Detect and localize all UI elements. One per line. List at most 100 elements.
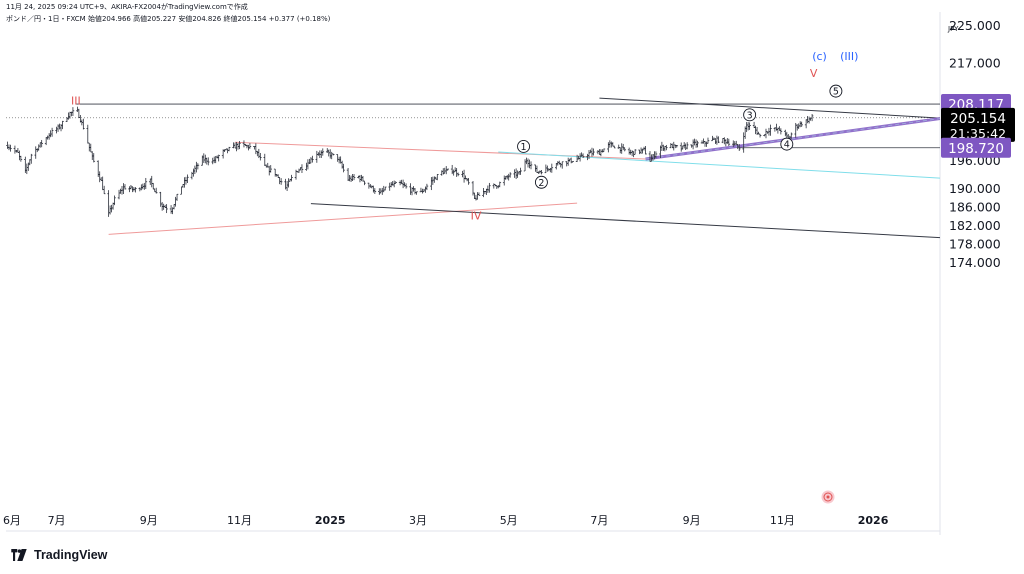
wave-label-circle bbox=[517, 139, 531, 153]
time-tick-label: 11月 bbox=[770, 514, 795, 527]
ohlc-bar bbox=[263, 153, 267, 166]
ohlc-bar bbox=[186, 174, 189, 184]
price-tag bbox=[941, 137, 1011, 158]
ohlc-bar bbox=[581, 153, 585, 158]
ohlc-bar bbox=[92, 153, 96, 163]
ohlc-bar bbox=[627, 147, 631, 155]
wave-label: (III) bbox=[840, 50, 858, 63]
ohlc-bar bbox=[358, 174, 362, 183]
ohlc-bar bbox=[599, 149, 603, 157]
ohlc-bar bbox=[134, 187, 137, 193]
ohlc-bar bbox=[648, 151, 652, 162]
ohlc-bar bbox=[508, 172, 512, 178]
ohlc-high-label: 高値 bbox=[133, 15, 148, 23]
ohlc-bar bbox=[392, 180, 396, 188]
ohlc-bar bbox=[373, 188, 377, 194]
ohlc-bar bbox=[452, 169, 455, 176]
ohlc-bar bbox=[217, 154, 220, 162]
ohlc-bar bbox=[159, 191, 162, 207]
ohlc-change: +0.377 (+0.18%) bbox=[268, 15, 331, 23]
time-tick-label: 9月 bbox=[683, 514, 701, 527]
ohlc-bar bbox=[7, 144, 11, 151]
ohlc-bar bbox=[300, 164, 304, 174]
ohlc-bar bbox=[607, 142, 610, 153]
time-tick-label: 3月 bbox=[409, 514, 427, 527]
ohlc-bar bbox=[378, 188, 381, 195]
time-tick-label: 11月 bbox=[227, 514, 252, 527]
ohlc-bar bbox=[195, 161, 198, 173]
ohlc-bar bbox=[233, 142, 237, 149]
wave-label: 2 bbox=[538, 178, 544, 189]
ohlc-bar bbox=[764, 128, 768, 139]
ohlc-bar bbox=[278, 177, 281, 185]
drawing-lines-layer bbox=[6, 97, 941, 239]
ohlc-bar bbox=[455, 168, 458, 177]
ohlc-bar bbox=[383, 186, 387, 191]
target-icon[interactable] bbox=[821, 490, 835, 504]
ohlc-bar bbox=[34, 146, 38, 159]
last-price-tag-label: 205.154 bbox=[950, 111, 1006, 127]
ohlc-bar bbox=[257, 148, 261, 159]
currency-label: JPY bbox=[947, 25, 959, 33]
ohlc-bar bbox=[424, 186, 427, 193]
ohlc-bar bbox=[540, 169, 543, 175]
ohlc-bar bbox=[415, 191, 418, 195]
ohlc-bar bbox=[311, 155, 314, 163]
ohlc-bar bbox=[513, 169, 516, 178]
ohlc-bar bbox=[174, 196, 177, 207]
ohlc-bar bbox=[443, 167, 447, 174]
ohlc-bar bbox=[117, 189, 121, 200]
ohlc-bar bbox=[670, 143, 674, 149]
ohlc-bar bbox=[488, 182, 491, 193]
ohlc-bar bbox=[153, 188, 157, 193]
ohlc-bar bbox=[685, 142, 689, 150]
time-tick-label: 7月 bbox=[590, 514, 608, 527]
tradingview-wordmark: TradingView bbox=[34, 548, 108, 562]
ohlc-bar bbox=[238, 140, 241, 150]
ohlc-bar bbox=[598, 149, 601, 155]
ohlc-bar bbox=[571, 160, 574, 163]
time-tick-label: 9月 bbox=[140, 514, 158, 527]
ohlc-bar bbox=[86, 124, 90, 144]
ohlc-bar bbox=[128, 186, 131, 193]
ohlc-bar bbox=[514, 168, 518, 180]
ohlc-bar bbox=[254, 143, 258, 155]
symbol-line: ポンド／円・1日・FXCM bbox=[6, 15, 86, 23]
ohlc-bar bbox=[76, 106, 79, 112]
price-tick-label: 190.000 bbox=[949, 181, 1001, 196]
bar-countdown-label: 21:35:42 bbox=[950, 126, 1006, 141]
ohlc-bar bbox=[779, 128, 783, 135]
ohlc-bar bbox=[180, 186, 183, 195]
ohlc-bar bbox=[61, 120, 64, 130]
ohlc-bar bbox=[394, 181, 397, 184]
ohlc-bar bbox=[644, 145, 647, 155]
trendline-cyan-channel bbox=[498, 151, 941, 179]
ohlc-bar bbox=[175, 193, 179, 201]
ohlc-bar bbox=[340, 160, 344, 169]
ohlc-bar bbox=[242, 140, 246, 148]
ohlc-bar bbox=[633, 149, 637, 155]
tradingview-logo[interactable]: TradingView bbox=[8, 546, 107, 564]
ohlc-bar bbox=[477, 192, 481, 196]
trendline-triangle-lower bbox=[108, 202, 578, 235]
ohlc-bar bbox=[430, 177, 433, 191]
ohlc-bar bbox=[315, 150, 319, 163]
ohlc-bar bbox=[611, 142, 615, 147]
ohlc-close: 205.154 bbox=[237, 15, 267, 23]
ohlc-bar bbox=[363, 180, 366, 186]
ohlc-bar bbox=[502, 175, 506, 186]
ohlc-bar bbox=[706, 137, 710, 144]
ohlc-bar bbox=[691, 139, 695, 150]
ohlc-bar bbox=[351, 174, 354, 182]
last-price-tag bbox=[941, 107, 1015, 142]
ohlc-bar bbox=[433, 176, 436, 183]
wave-label-circle bbox=[780, 137, 794, 151]
ohlc-bar bbox=[409, 183, 412, 195]
ohlc-bar bbox=[662, 144, 665, 151]
ohlc-bar bbox=[123, 184, 127, 190]
ohlc-bar bbox=[556, 161, 560, 166]
ohlc-bar bbox=[382, 185, 386, 193]
ohlc-bar bbox=[421, 188, 424, 194]
